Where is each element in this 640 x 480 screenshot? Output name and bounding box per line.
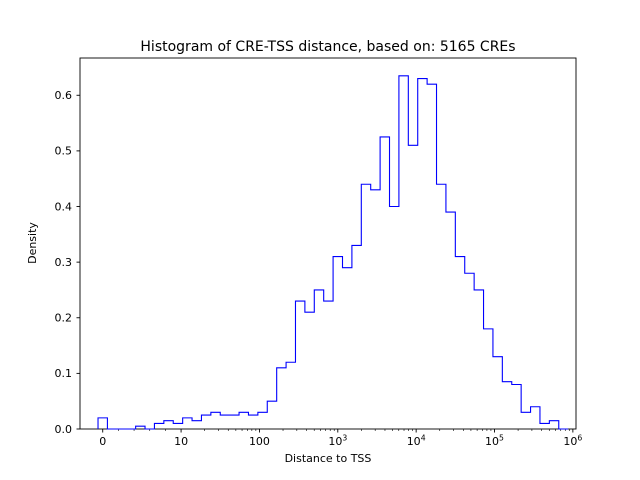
x-axis-label: Distance to TSS [285,452,372,465]
x-tick-label: 105 [485,434,504,449]
y-tick-label: 0.6 [55,89,73,102]
y-axis-label: Density [26,222,39,264]
y-tick-label: 0.0 [55,423,73,436]
x-tick-label: 104 [407,434,426,449]
y-tick-label: 0.4 [55,200,73,213]
x-tick-label: 103 [328,434,347,449]
density-step-line [97,75,569,430]
plot-border [79,57,577,430]
x-tick-label: 0 [99,435,106,448]
y-tick-label: 0.1 [55,367,73,380]
x-tick-label: 106 [563,434,582,449]
x-tick-label: 100 [249,435,270,448]
y-tick-label: 0.5 [55,145,73,158]
y-tick-label: 0.3 [55,256,73,269]
y-tick-label: 0.2 [55,312,73,325]
axes-layer: 0 10 100 103 104 105 106 0.0 0.1 0.2 0.3 0.4 0.5 0.6 [55,57,582,449]
chart-title: Histogram of CRE-TSS distance, based on:… [140,39,515,55]
x-tick-label: 10 [174,435,188,448]
